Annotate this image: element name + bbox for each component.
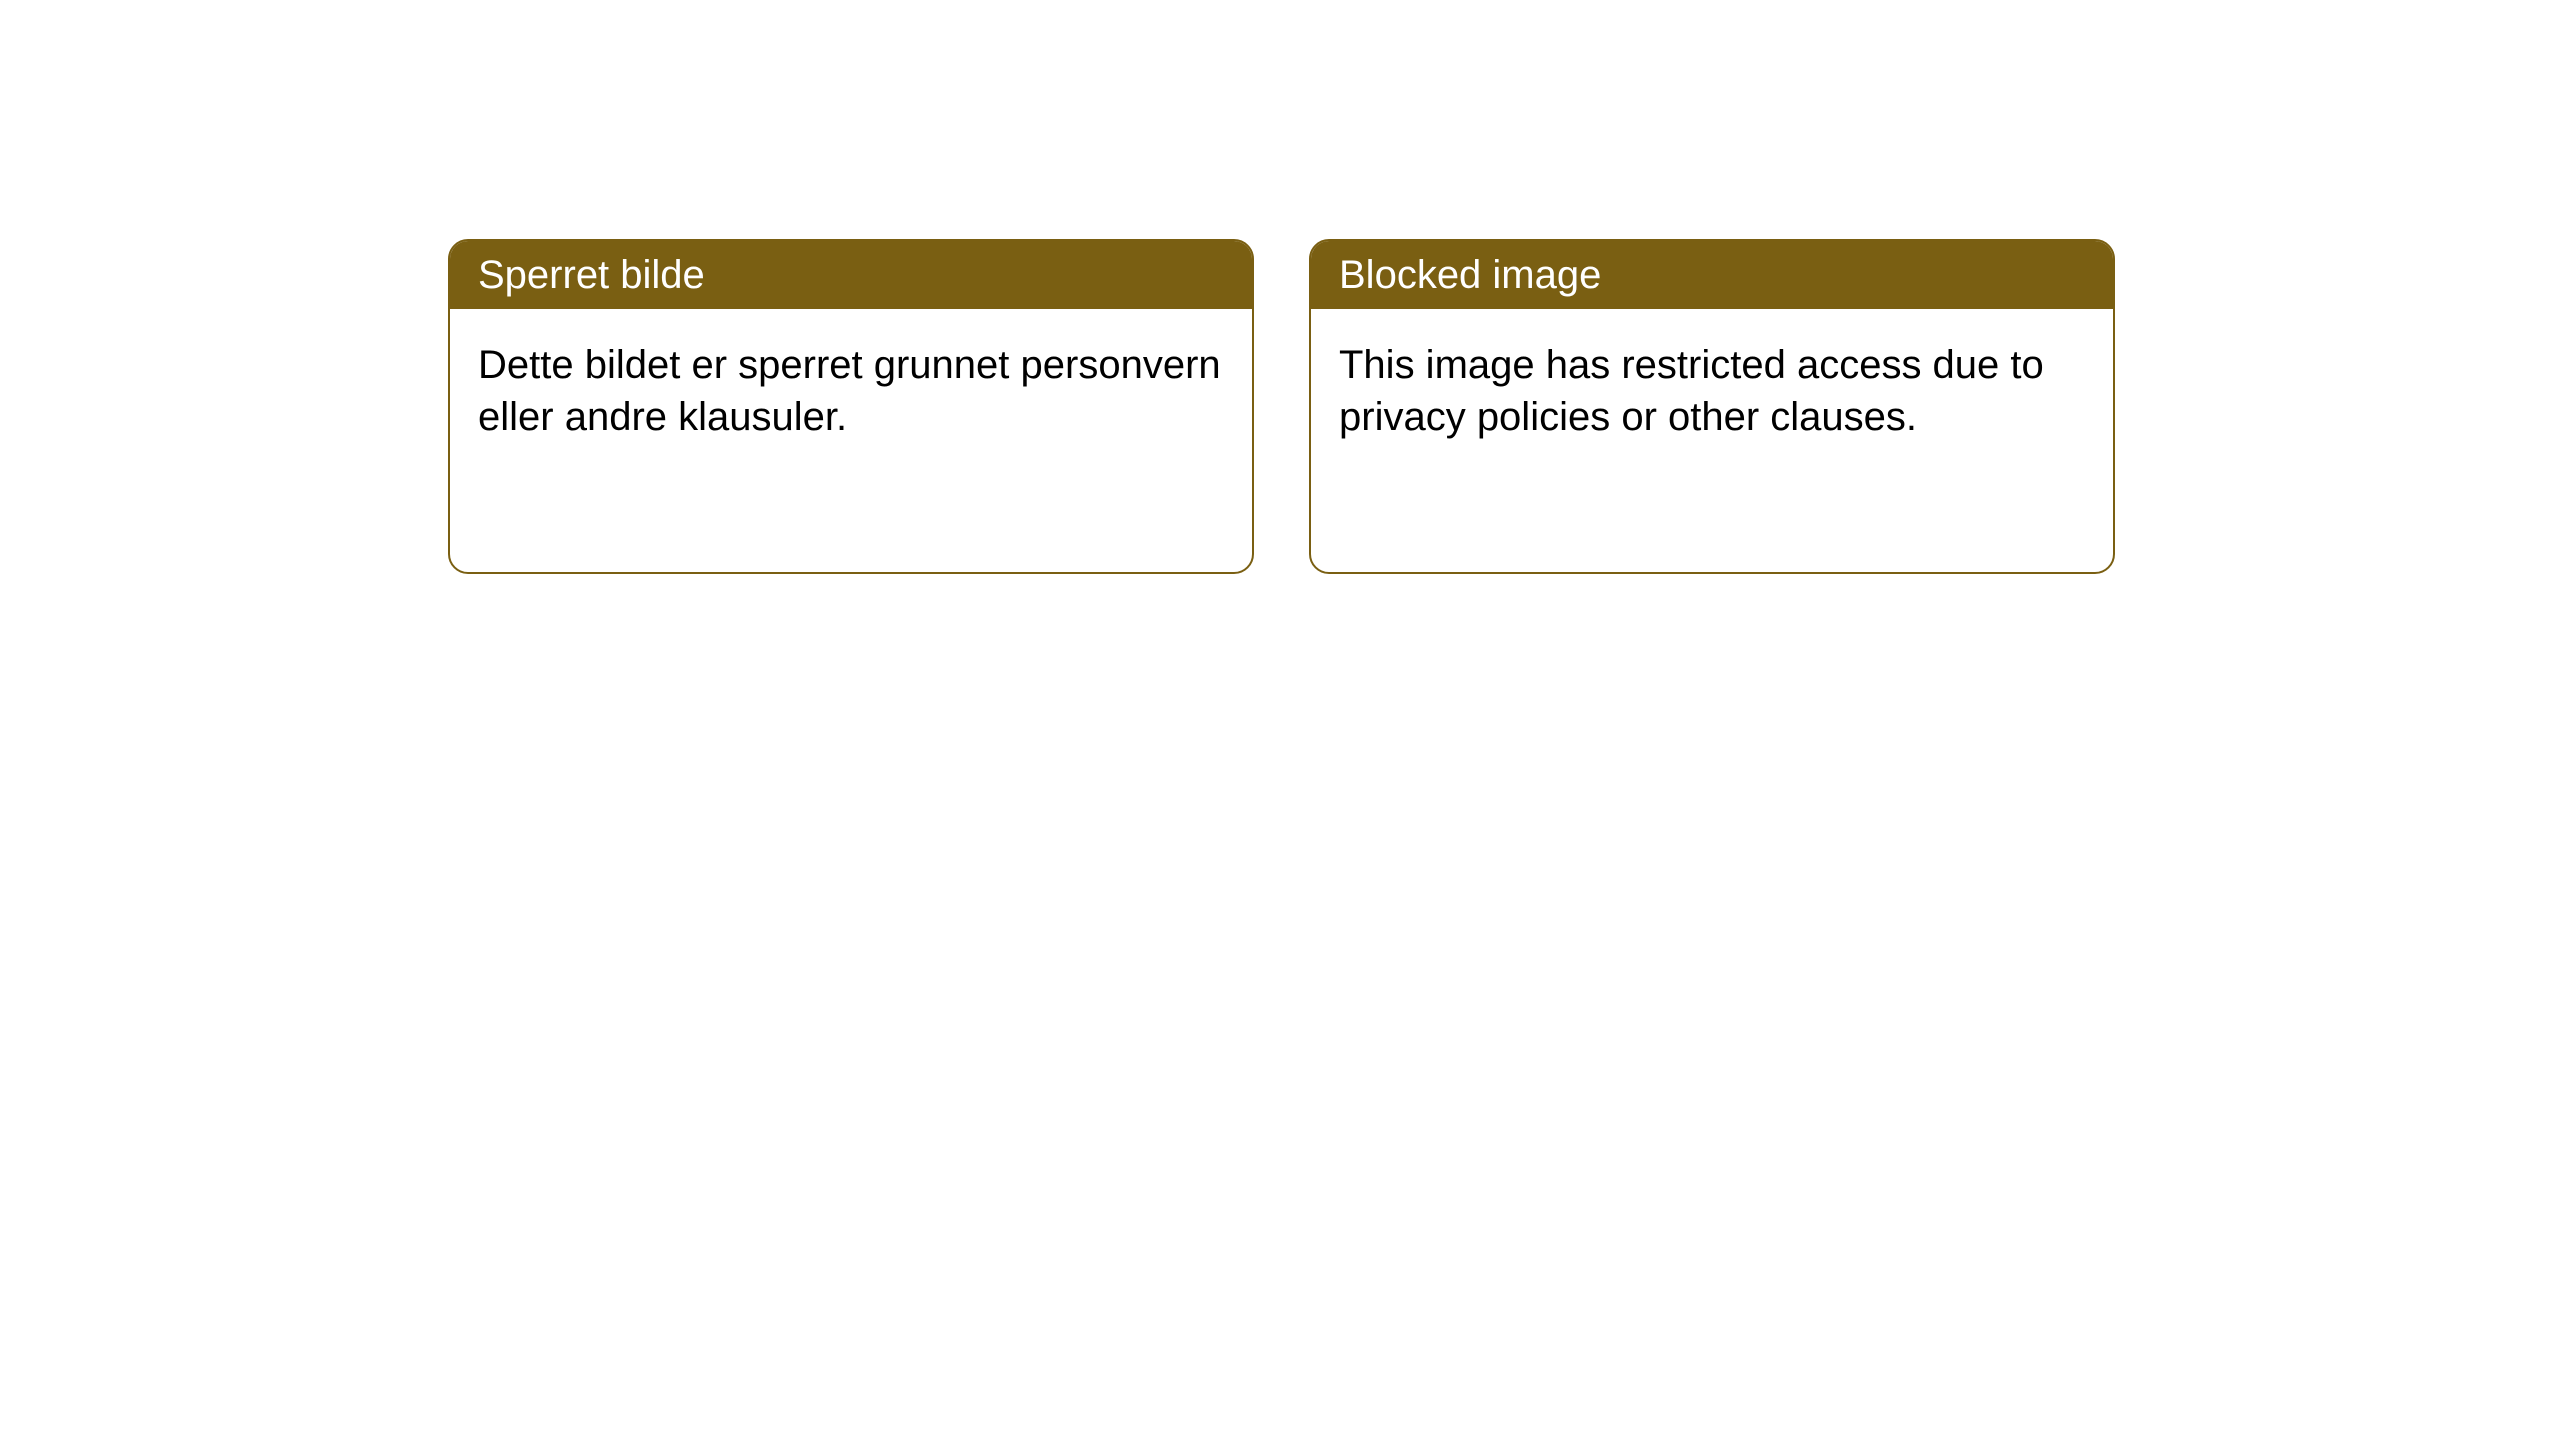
card-body: This image has restricted access due to … — [1311, 309, 2113, 473]
card-title: Sperret bilde — [478, 253, 705, 297]
card-body: Dette bildet er sperret grunnet personve… — [450, 309, 1252, 473]
card-body-text: Dette bildet er sperret grunnet personve… — [478, 343, 1221, 439]
notice-card-english: Blocked image This image has restricted … — [1309, 239, 2115, 574]
card-body-text: This image has restricted access due to … — [1339, 343, 2044, 439]
card-title: Blocked image — [1339, 253, 1601, 297]
notice-cards-container: Sperret bilde Dette bildet er sperret gr… — [448, 239, 2115, 574]
card-header: Sperret bilde — [450, 241, 1252, 309]
notice-card-norwegian: Sperret bilde Dette bildet er sperret gr… — [448, 239, 1254, 574]
card-header: Blocked image — [1311, 241, 2113, 309]
